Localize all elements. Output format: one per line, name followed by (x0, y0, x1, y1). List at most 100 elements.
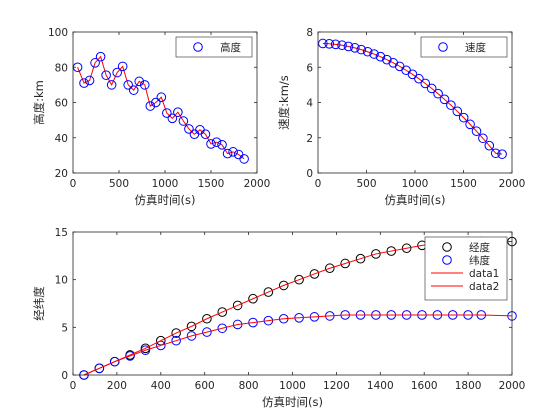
velocity-subplot: 0 500 1000 1500 2000 0 2 4 6 8 仿真时间(s) 速度:km/s 速度 (277, 27, 525, 207)
y-tick-label: 8 (306, 27, 313, 39)
x-tick-label: 600 (195, 380, 215, 392)
data-point-2-1-6 (171, 335, 181, 346)
y-axis-label: 速度:km/s (277, 75, 291, 130)
x-tick-label: 1000 (279, 380, 306, 392)
legend-marker (438, 42, 448, 52)
series-line-2-3 (83, 314, 513, 376)
legend-box (420, 36, 508, 58)
data-point-0-0-26 (217, 140, 227, 150)
data-point-2-0-18 (355, 253, 366, 264)
data-point-0-0-17 (167, 113, 178, 124)
y-tick-label: 10 (55, 275, 68, 287)
altitude-subplot: 0 500 1000 1500 2000 20 40 60 80 100 仿真时间(s) 高度:km 高… (32, 27, 270, 207)
data-point-2-1-9 (217, 323, 228, 334)
data-point-2-1-8 (202, 327, 212, 337)
legend-label: 纬度 (469, 254, 490, 267)
data-point-2-1-1 (94, 363, 105, 374)
data-point-0-0-25 (211, 137, 222, 147)
y-tick-label: 0 (61, 370, 68, 382)
x-tick-label: 800 (239, 380, 259, 392)
data-point-2-0-21 (401, 243, 412, 254)
data-point-0-0-13 (145, 101, 156, 111)
data-point-2-0-14 (294, 274, 304, 285)
data-point-0-0-8 (117, 61, 128, 72)
x-tick-label: 400 (151, 380, 171, 392)
legend-label: data1 (469, 268, 499, 280)
data-point-2-1-11 (248, 317, 258, 328)
y-axis-label: 经纬度 (32, 286, 46, 321)
y-tick-label: 5 (61, 322, 68, 334)
y-tick-label: 20 (55, 168, 68, 180)
data-point-0-0-14 (151, 97, 161, 108)
data-point-1-0-10 (382, 54, 392, 65)
legend-label: 经度 (469, 241, 490, 254)
x-tick-label: 2000 (244, 178, 271, 190)
data-point-1-0-14 (407, 69, 418, 80)
data-point-1-0-6 (356, 44, 367, 55)
data-point-0-0-16 (162, 108, 172, 118)
data-point-0-0-27 (222, 148, 233, 159)
x-axis-label: 仿真时间(s) (385, 193, 446, 207)
data-point-1-0-24 (471, 126, 482, 137)
x-tick-label: 1600 (411, 380, 438, 392)
data-point-2-0-7 (186, 321, 197, 332)
data-point-0-0-3 (90, 58, 100, 68)
data-point-1-0-23 (465, 119, 475, 130)
data-point-0-0-10 (128, 85, 139, 95)
data-point-0-0-28 (228, 147, 238, 157)
data-point-0-0-7 (112, 67, 122, 78)
data-point-2-1-10 (232, 319, 243, 330)
data-point-0-0-30 (239, 154, 249, 164)
x-tick-label: 0 (70, 380, 77, 392)
y-tick-label: 0 (306, 168, 313, 180)
data-point-2-1-12 (263, 315, 274, 326)
data-point-2-0-13 (278, 280, 289, 291)
legend-marker (442, 255, 452, 265)
data-point-1-0-16 (420, 78, 431, 89)
data-point-2-1-3 (125, 351, 135, 361)
data-point-1-0-28 (497, 149, 507, 159)
data-point-2-1-7 (186, 331, 197, 341)
data-point-0-0-11 (134, 76, 145, 87)
data-point-1-0-5 (350, 43, 360, 53)
data-point-1-0-15 (414, 73, 424, 84)
data-point-2-0-19 (371, 249, 381, 259)
data-point-0-0-24 (206, 139, 216, 149)
data-point-0-0-19 (178, 116, 189, 126)
x-tick-label: 1200 (323, 380, 350, 392)
data-point-1-0-19 (439, 94, 450, 105)
data-point-0-0-15 (156, 92, 167, 103)
y-tick-label: 60 (55, 98, 68, 110)
legend-label: 高度 (220, 41, 241, 54)
data-point-1-0-20 (446, 100, 456, 110)
data-point-0-0-6 (106, 80, 117, 90)
legend-label: data2 (469, 281, 499, 293)
data-point-0-0-1 (79, 78, 89, 88)
data-point-1-0-4 (343, 41, 354, 52)
x-tick-label: 2000 (499, 380, 526, 392)
data-point-1-0-27 (490, 148, 501, 159)
x-tick-label: 200 (107, 380, 127, 392)
x-tick-label: 1500 (198, 178, 225, 190)
data-point-1-0-22 (458, 112, 469, 123)
data-point-1-0-7 (362, 46, 373, 57)
data-point-2-0-9 (217, 307, 228, 317)
legend-marker (442, 242, 452, 252)
data-point-1-0-3 (337, 40, 347, 51)
x-tick-label: 1400 (367, 380, 394, 392)
data-point-1-0-9 (375, 51, 386, 62)
y-tick-label: 15 (55, 227, 68, 239)
legend-box (175, 36, 253, 58)
data-point-0-0-4 (95, 51, 106, 62)
legend-box (424, 236, 508, 301)
data-point-1-0-8 (369, 49, 379, 59)
data-point-2-0-11 (248, 293, 258, 304)
data-point-1-0-1 (324, 39, 335, 49)
data-point-0-0-9 (123, 80, 133, 90)
data-point-0-0-23 (200, 129, 211, 140)
data-point-2-1-2 (109, 356, 120, 367)
data-point-2-0-16 (325, 263, 335, 274)
data-point-2-0-8 (202, 313, 212, 324)
y-tick-label: 40 (55, 133, 68, 145)
